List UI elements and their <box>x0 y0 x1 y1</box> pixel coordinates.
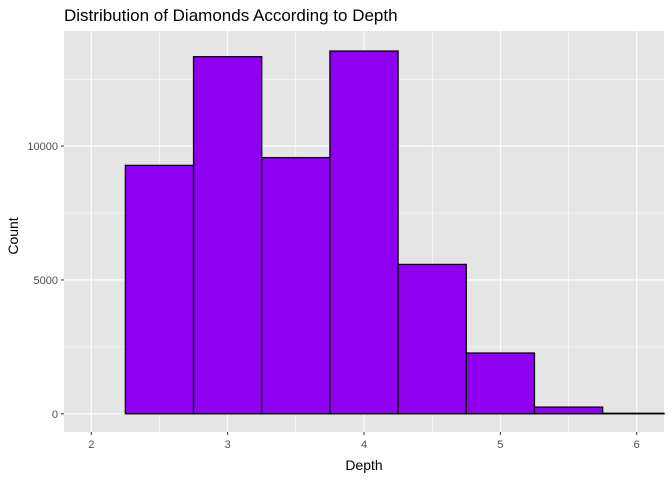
x-tick-label: 5 <box>497 439 503 451</box>
chart-title: Distribution of Diamonds According to De… <box>64 6 398 25</box>
histogram-bar <box>465 352 536 415</box>
histogram-bar <box>192 56 263 415</box>
y-tick-label: 10000 <box>27 141 58 153</box>
histogram-bar <box>601 412 665 415</box>
histogram-bar <box>533 406 604 415</box>
x-axis: 2 3 4 5 6 <box>88 432 640 451</box>
y-axis-title: Count <box>5 217 21 254</box>
x-tick-label: 4 <box>361 439 367 451</box>
x-tick-label: 2 <box>88 439 94 451</box>
histogram-bar <box>397 263 467 415</box>
histogram-bar <box>329 50 399 415</box>
histogram-bar <box>124 164 195 415</box>
histogram-bars <box>124 50 665 415</box>
x-tick-label: 3 <box>225 439 231 451</box>
histogram-bar <box>261 156 331 415</box>
y-tick-label: 0 <box>52 409 58 421</box>
y-tick-label: 5000 <box>34 275 58 287</box>
x-tick-label: 6 <box>634 439 640 451</box>
y-axis: 0 5000 10000 <box>27 141 64 421</box>
x-axis-title: Depth <box>345 457 382 473</box>
